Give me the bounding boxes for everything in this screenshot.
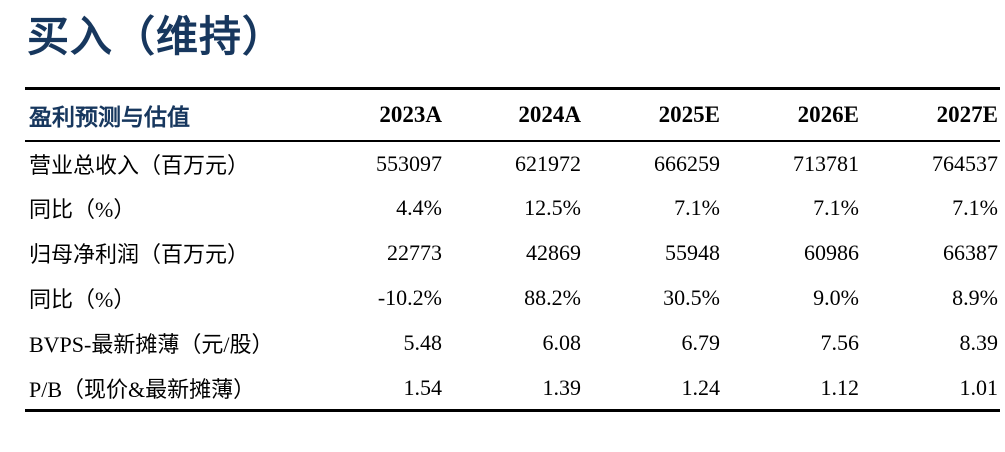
cell-value: 42869 <box>526 240 581 266</box>
cell-value: 12.5% <box>524 195 581 221</box>
cell-value: 7.1% <box>674 195 720 221</box>
cell-value: 1.01 <box>959 374 999 400</box>
cell-value: 764537 <box>932 150 998 176</box>
header-label: 盈利预测与估值 <box>29 105 190 131</box>
page-title: 买入（维持） <box>27 15 286 61</box>
table-row-revenue: 营业总收入（百万元） 553097 621972 666259 713781 7… <box>25 141 1000 186</box>
row-label: P/B（现价&最新摊薄） <box>29 376 256 402</box>
cell-value: 1.24 <box>681 374 721 400</box>
cell-value: 30.5% <box>663 285 720 311</box>
cell-value: 22773 <box>387 240 442 266</box>
forecast-valuation-table: 盈利预测与估值 2023A 2024A 2025E 2026E 2027E 营业… <box>25 87 1000 413</box>
cell-value: 713781 <box>793 150 859 176</box>
header-row: 盈利预测与估值 2023A 2024A 2025E 2026E 2027E <box>25 89 1000 141</box>
cell-value: 6.79 <box>681 330 721 356</box>
table-row-bvps: BVPS-最新摊薄（元/股） 5.48 6.08 6.79 7.56 8.39 <box>25 321 1000 366</box>
header-col-2024a: 2024A <box>518 102 581 128</box>
cell-value: 6.08 <box>542 330 582 356</box>
row-label: 营业总收入（百万元） <box>29 152 250 178</box>
cell-value: -10.2% <box>377 285 442 311</box>
cell-value: 1.54 <box>403 374 443 400</box>
table-body: 营业总收入（百万元） 553097 621972 666259 713781 7… <box>25 141 1000 411</box>
header-col-2025e: 2025E <box>658 102 720 128</box>
cell-value: 4.4% <box>396 195 442 221</box>
cell-value: 60986 <box>804 240 859 266</box>
row-label: 归母净利润（百万元） <box>29 242 250 268</box>
row-label: BVPS-最新摊薄（元/股） <box>29 332 274 358</box>
cell-value: 553097 <box>376 150 442 176</box>
cell-value: 621972 <box>515 150 581 176</box>
cell-value: 1.12 <box>820 374 860 400</box>
table-row-net-profit: 归母净利润（百万元） 22773 42869 55948 60986 66387 <box>25 231 1000 276</box>
row-label: 同比（%） <box>29 287 136 313</box>
cell-value: 8.9% <box>952 285 998 311</box>
header-col-2023a: 2023A <box>379 102 442 128</box>
cell-value: 8.39 <box>959 330 999 356</box>
cell-value: 66387 <box>943 240 998 266</box>
cell-value: 7.56 <box>820 330 860 356</box>
cell-value: 55948 <box>665 240 720 266</box>
header-col-2026e: 2026E <box>797 102 859 128</box>
cell-value: 7.1% <box>952 195 998 221</box>
cell-value: 1.39 <box>542 374 582 400</box>
cell-value: 9.0% <box>813 285 859 311</box>
cell-value: 666259 <box>654 150 720 176</box>
row-label: 同比（%） <box>29 197 136 223</box>
table-row-net-profit-yoy: 同比（%） -10.2% 88.2% 30.5% 9.0% 8.9% <box>25 276 1000 321</box>
table-row-pb: P/B（现价&最新摊薄） 1.54 1.39 1.24 1.12 1.01 <box>25 366 1000 411</box>
table-header: 盈利预测与估值 2023A 2024A 2025E 2026E 2027E <box>25 89 1000 141</box>
cell-value: 5.48 <box>403 330 443 356</box>
header-col-2027e: 2027E <box>936 102 998 128</box>
cell-value: 88.2% <box>524 285 581 311</box>
cell-value: 7.1% <box>813 195 859 221</box>
table-row-revenue-yoy: 同比（%） 4.4% 12.5% 7.1% 7.1% 7.1% <box>25 186 1000 231</box>
